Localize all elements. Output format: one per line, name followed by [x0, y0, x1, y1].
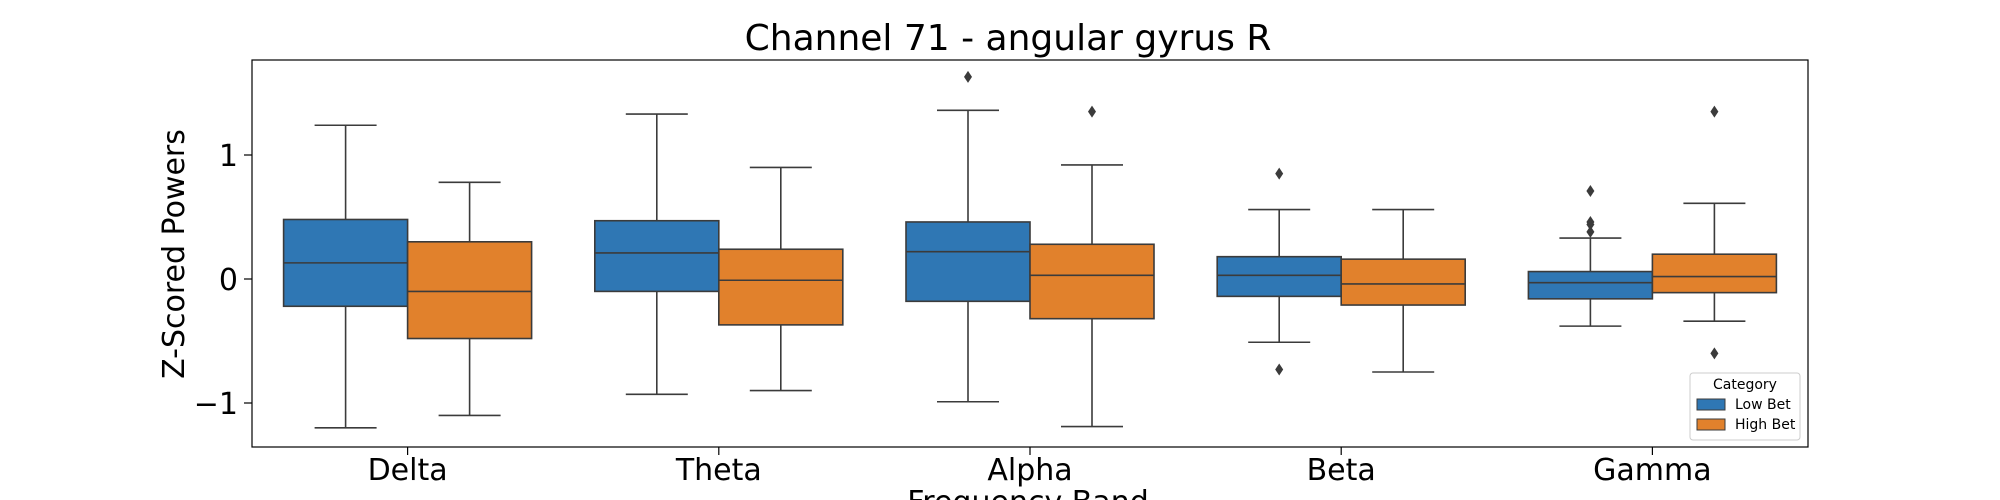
iqr-box	[1651, 253, 1778, 294]
box-beta-low-bet	[1216, 167, 1342, 376]
legend-swatch-low-bet	[1696, 398, 1726, 411]
box-beta-high-bet	[1340, 208, 1466, 373]
iqr-box	[1029, 243, 1155, 320]
boxes-layer	[282, 70, 1778, 429]
y-tick-label: 0	[219, 263, 238, 298]
outlier-point	[1586, 184, 1595, 197]
outlier-point	[1710, 105, 1719, 118]
chart-title: Channel 71 - angular gyrus R	[745, 18, 1272, 59]
legend-title: Category	[1713, 377, 1777, 393]
x-tick-label: Delta	[368, 453, 448, 488]
outlier-point	[1275, 167, 1284, 180]
x-tick-label: Gamma	[1593, 453, 1711, 488]
iqr-box	[717, 248, 844, 326]
y-tick-label: −1	[194, 387, 238, 422]
outlier-point	[1586, 218, 1595, 231]
box-delta-low-bet	[282, 124, 409, 429]
x-tick-label: Alpha	[987, 453, 1072, 488]
box-alpha-high-bet	[1029, 105, 1155, 428]
box-alpha-low-bet	[905, 70, 1031, 403]
legend-label-low-bet: Low Bet	[1735, 397, 1791, 413]
legend-swatch-high-bet	[1696, 418, 1726, 431]
outlier-point	[1275, 363, 1284, 376]
box-delta-high-bet	[406, 181, 533, 417]
outlier-point	[1710, 347, 1719, 360]
iqr-box	[1527, 270, 1654, 300]
x-tick-label: Beta	[1307, 453, 1376, 488]
iqr-box	[593, 219, 720, 293]
iqr-box	[905, 221, 1031, 303]
legend-label-high-bet: High Bet	[1735, 417, 1796, 433]
box-theta-low-bet	[593, 113, 720, 396]
x-axis-label: Frequency Band	[907, 485, 1149, 500]
iqr-box	[1340, 258, 1466, 306]
box-gamma-low-bet	[1527, 184, 1654, 327]
y-axis-ticks: −1 0 1	[194, 139, 252, 422]
legend: Category Low Bet High Bet	[1689, 372, 1801, 441]
outlier-point	[1088, 105, 1096, 118]
outlier-point	[1586, 225, 1595, 238]
box-gamma-high-bet	[1651, 105, 1778, 360]
y-tick-label: 1	[219, 139, 238, 174]
x-axis-ticks: Delta Theta Alpha Beta Gamma	[368, 447, 1712, 488]
x-tick-label: Theta	[675, 453, 762, 488]
iqr-box	[1216, 255, 1342, 298]
outlier-point	[964, 70, 972, 83]
iqr-box	[406, 241, 533, 340]
y-axis-label: Z-Scored Powers	[157, 129, 192, 379]
box-theta-high-bet	[717, 166, 844, 392]
